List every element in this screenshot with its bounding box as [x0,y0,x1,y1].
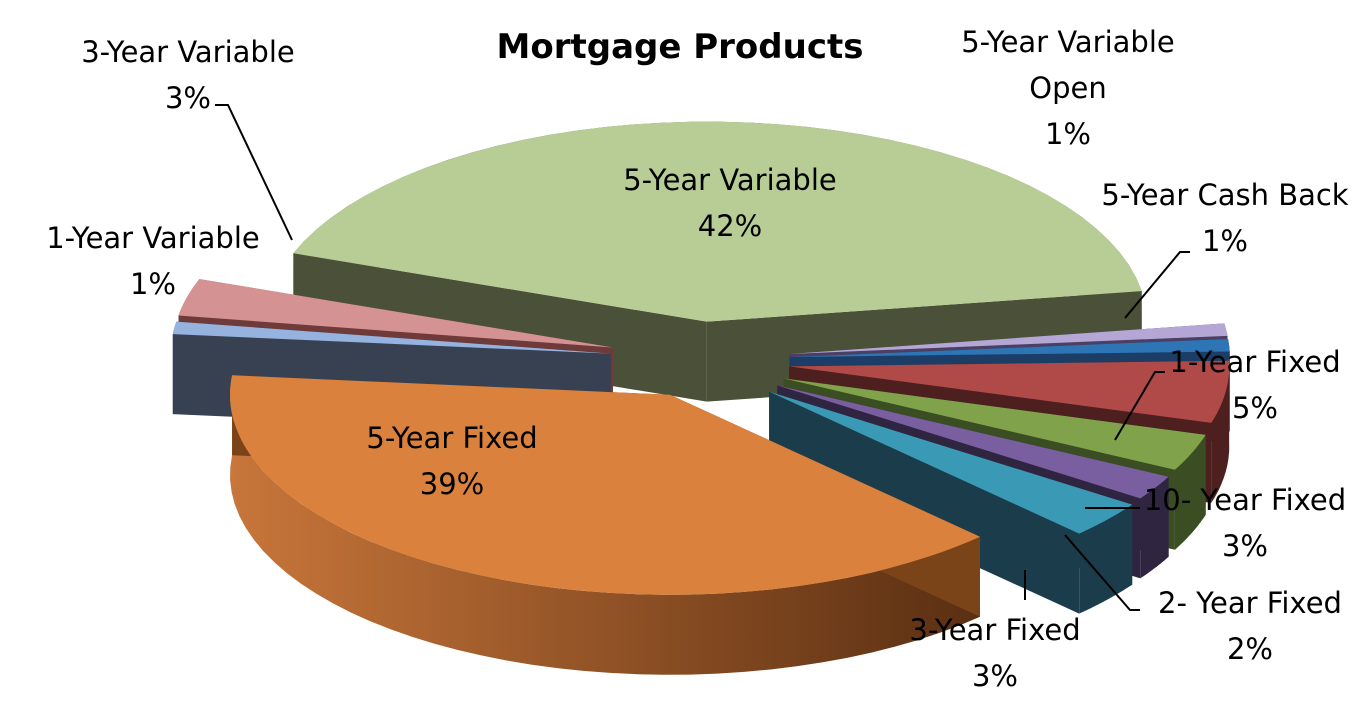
chart-title: Mortgage Products [497,27,864,67]
label-3-year-fixed: 3-Year Fixed 3% [909,613,1080,693]
label-5-year-fixed: 5-Year Fixed 39% [366,421,537,501]
leader-line-5-year-cash-back [1124,251,1190,319]
slice-top-5-year-variable [293,121,1142,322]
leader-lines [215,104,1190,611]
slice-top-3-year-variable [178,279,613,348]
label-1-year-fixed: 1-Year Fixed 5% [1169,345,1340,425]
label-name-5-year-variable-open: Open [1029,71,1106,105]
label-value-1-year-fixed: 5% [1232,391,1278,425]
label-3-year-variable: 3-Year Variable 3% [81,35,295,115]
slice-top-5-year-variable-open [789,323,1228,354]
label-5-year-cash-back: 5-Year Cash Back 1% [1101,178,1348,258]
leader-line-1-year-fixed [1114,371,1165,441]
slice-5-year-variable [293,121,1142,402]
label-10-year-fixed: 10- Year Fixed 3% [1144,483,1346,563]
label-1-year-variable: 1-Year Variable 1% [46,221,260,301]
label-name-5-year-variable: 5-Year Variable [623,163,837,197]
label-5-year-variable: 5-Year Variable 42% [623,163,837,243]
slice-top-5-year-fixed [229,375,981,595]
label-name-1-year-fixed: 1-Year Fixed [1169,345,1340,379]
slice-top-5-year-cash-back [789,338,1230,358]
label-value-5-year-cash-back: 1% [1202,224,1248,258]
label-value-3-year-fixed: 3% [972,659,1018,693]
label-name-1-year-variable: 1-Year Variable [46,221,260,255]
label-value-10-year-fixed: 3% [1222,529,1268,563]
label-name-10-year-fixed: 10- Year Fixed [1144,483,1346,517]
label-name-5-year-cash-back: 5-Year Cash Back [1101,178,1348,212]
slice-top-3-year-fixed [769,391,1133,534]
label-value-3-year-variable: 3% [165,81,211,115]
slice-top-1-year-variable [172,321,611,354]
label-name-3-year-fixed: 3-Year Fixed [909,613,1080,647]
slice-labels: 5-Year Variable 42%5-Year Variable Open 1%5… [46,25,1349,693]
label-name-5-year-fixed: 5-Year Fixed [366,421,537,455]
leader-line-3-year-variable [215,104,293,241]
slice-top-2-year-fixed [777,385,1169,499]
leader-line-2-year-fixed [1064,534,1140,611]
label-name-2-year-fixed: 2- Year Fixed [1158,586,1342,620]
slice-top-10-year-fixed [783,378,1206,470]
label-value-5-year-variable: 42% [698,209,762,243]
slice-side-5-year-fixed [230,375,981,675]
label-name-5-year-variable-open: 5-Year Variable [961,25,1175,59]
slice-wall-3-year-fixed-1 [769,391,1080,614]
pie-slices [172,121,1230,675]
label-value-1-year-variable: 1% [130,267,176,301]
label-value-5-year-fixed: 39% [420,467,484,501]
label-name-3-year-variable: 3-Year Variable [81,35,295,69]
label-value-2-year-fixed: 2% [1227,632,1273,666]
label-2-year-fixed: 2- Year Fixed 2% [1158,586,1342,666]
slice-5-year-fixed [229,375,981,675]
slice-top-1-year-fixed [789,360,1230,423]
label-value-5-year-variable-open: 1% [1045,117,1091,151]
slice-3-year-fixed [769,391,1133,614]
label-5-year-variable-open: 5-Year Variable Open 1% [961,25,1175,151]
